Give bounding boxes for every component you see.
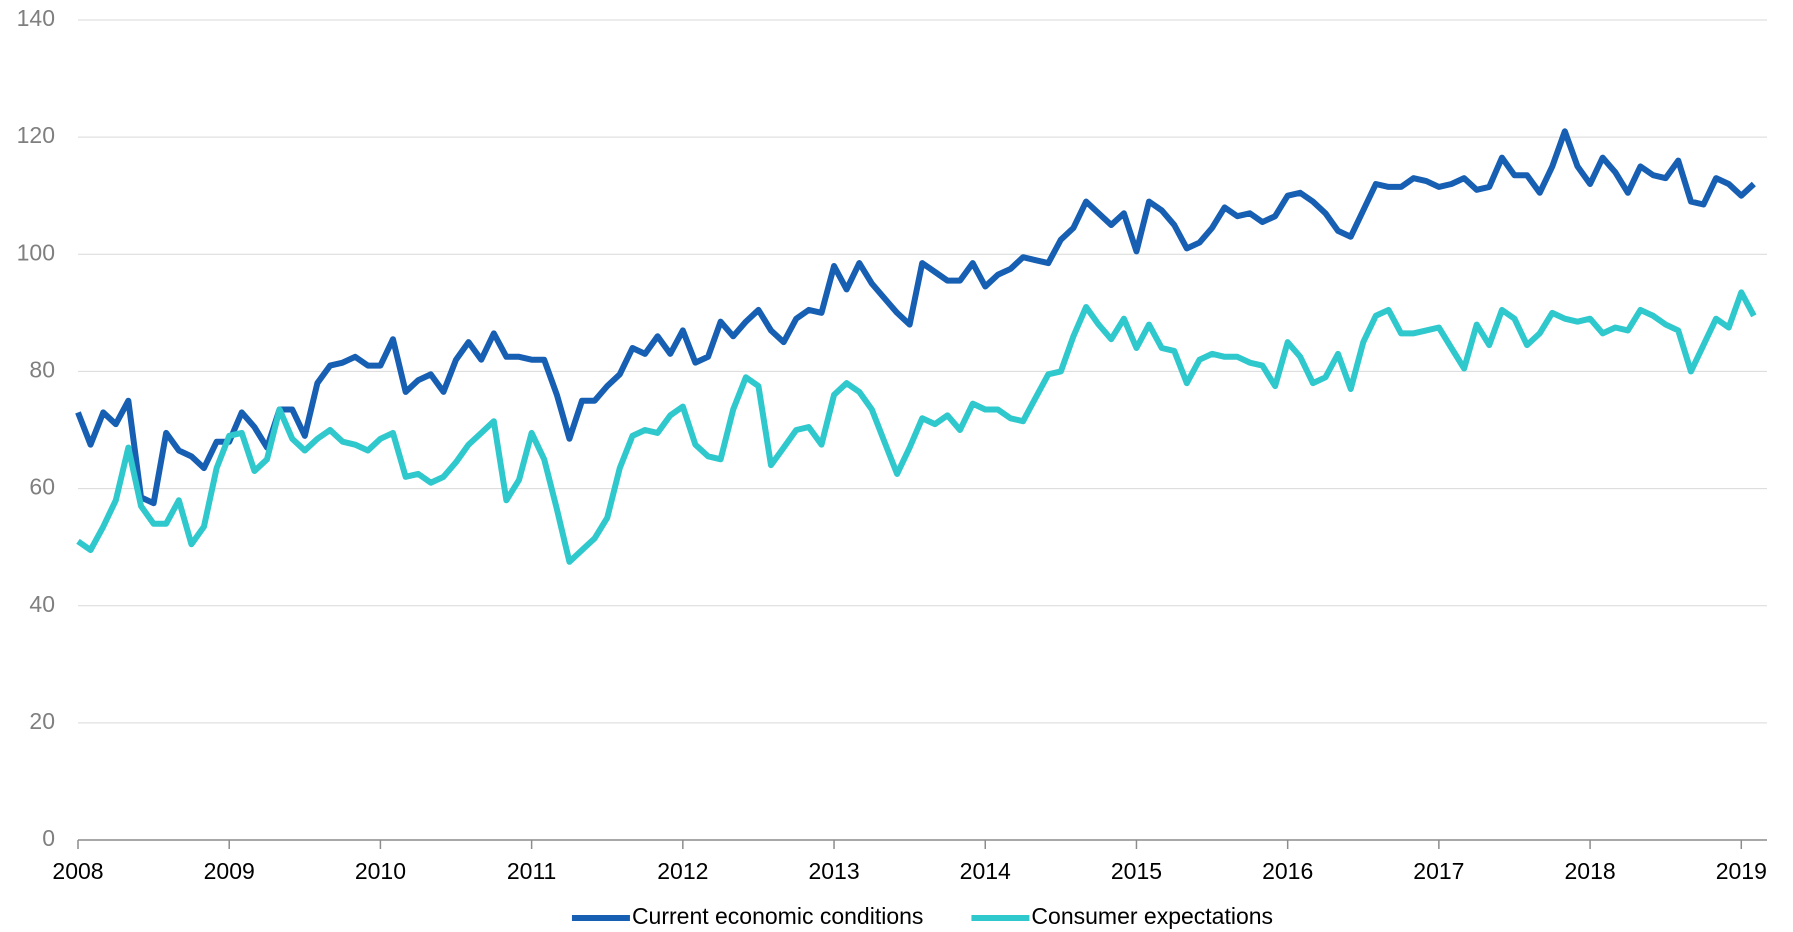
- y-tick-label: 0: [42, 825, 55, 851]
- y-tick-label: 120: [17, 122, 55, 148]
- y-tick-label: 40: [29, 591, 55, 617]
- x-tick-label: 2010: [355, 858, 406, 884]
- x-tick-label: 2016: [1262, 858, 1313, 884]
- x-tick-label: 2015: [1111, 858, 1162, 884]
- x-tick-label: 2018: [1565, 858, 1616, 884]
- series-line: [76, 289, 1757, 565]
- x-tick-label: 2017: [1413, 858, 1464, 884]
- legend-label: Consumer expectations: [1031, 903, 1273, 929]
- y-tick-label: 100: [17, 239, 55, 265]
- x-tick-label: 2009: [204, 858, 255, 884]
- x-tick-label: 2012: [657, 858, 708, 884]
- legend-label: Current economic conditions: [632, 903, 923, 929]
- y-tick-label: 80: [29, 357, 55, 383]
- x-tick-label: 2008: [52, 858, 103, 884]
- y-tick-label: 20: [29, 708, 55, 734]
- x-tick-label: 2019: [1716, 858, 1767, 884]
- y-tick-label: 60: [29, 474, 55, 500]
- x-tick-label: 2013: [808, 858, 859, 884]
- series-line: [75, 128, 1756, 507]
- x-tick-label: 2014: [960, 858, 1011, 884]
- y-tick-label: 140: [17, 5, 55, 31]
- x-tick-label: 2011: [507, 858, 556, 884]
